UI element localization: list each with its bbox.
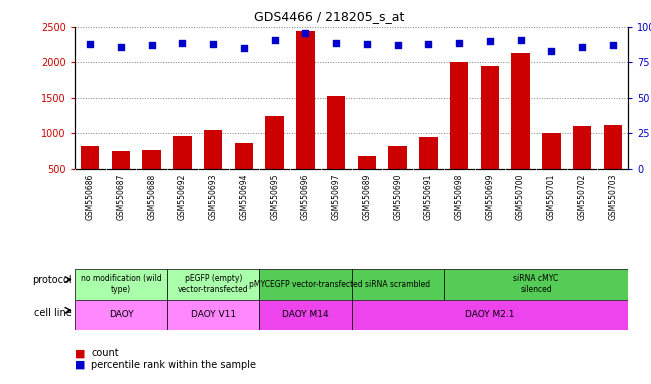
Text: GSM550688: GSM550688 [147, 174, 156, 220]
Bar [173, 136, 191, 204]
Point [208, 41, 219, 47]
Text: ■: ■ [75, 360, 85, 370]
Point [239, 45, 249, 51]
Bar [444, 269, 628, 300]
Text: DAOY V11: DAOY V11 [191, 310, 236, 319]
Bar [450, 62, 468, 204]
Text: ■: ■ [75, 348, 85, 358]
Point [607, 42, 618, 48]
Bar [167, 300, 259, 330]
Bar [327, 96, 346, 204]
Text: GSM550691: GSM550691 [424, 174, 433, 220]
Point [116, 44, 126, 50]
Point [484, 38, 495, 44]
Point [577, 44, 587, 50]
Text: count: count [91, 348, 118, 358]
Point [146, 42, 157, 48]
Point [85, 41, 96, 47]
Bar [389, 146, 407, 204]
Text: GSM550701: GSM550701 [547, 174, 556, 220]
Bar [480, 66, 499, 204]
Text: GSM550692: GSM550692 [178, 174, 187, 220]
Point [270, 36, 280, 43]
Text: cell line: cell line [34, 308, 72, 318]
Bar [296, 31, 314, 204]
Text: DAOY: DAOY [109, 310, 133, 319]
Point [300, 30, 311, 36]
Text: DAOY M14: DAOY M14 [282, 310, 329, 319]
Bar [266, 116, 284, 204]
Bar [259, 300, 352, 330]
Bar [75, 269, 167, 300]
Text: siRNA scrambled: siRNA scrambled [365, 280, 430, 289]
Text: siRNA cMYC
silenced: siRNA cMYC silenced [514, 275, 559, 294]
Bar [603, 125, 622, 204]
Bar [512, 53, 530, 204]
Bar [352, 269, 444, 300]
Bar [81, 146, 100, 204]
Bar [167, 269, 259, 300]
Bar [75, 300, 167, 330]
Point [546, 48, 557, 54]
Bar [357, 156, 376, 204]
Text: GSM550686: GSM550686 [86, 174, 95, 220]
Text: pMYCEGFP vector-transfected: pMYCEGFP vector-transfected [249, 280, 362, 289]
Text: GSM550687: GSM550687 [117, 174, 126, 220]
Text: pEGFP (empty)
vector-transfected: pEGFP (empty) vector-transfected [178, 275, 249, 294]
Text: GDS4466 / 218205_s_at: GDS4466 / 218205_s_at [254, 10, 404, 23]
Bar [542, 133, 561, 204]
Point [393, 42, 403, 48]
Point [331, 40, 341, 46]
Text: DAOY M2.1: DAOY M2.1 [465, 310, 515, 319]
Text: GSM550702: GSM550702 [577, 174, 587, 220]
Point [177, 40, 187, 46]
Point [454, 40, 464, 46]
Text: GSM550699: GSM550699 [486, 174, 494, 220]
Text: GSM550700: GSM550700 [516, 174, 525, 220]
Bar [143, 151, 161, 204]
Text: protocol: protocol [32, 275, 72, 285]
Bar [259, 269, 352, 300]
Text: GSM550693: GSM550693 [209, 174, 217, 220]
Text: GSM550696: GSM550696 [301, 174, 310, 220]
Bar [352, 300, 628, 330]
Bar [419, 137, 437, 204]
Bar [235, 143, 253, 204]
Bar [573, 126, 591, 204]
Text: GSM550690: GSM550690 [393, 174, 402, 220]
Bar [112, 151, 130, 204]
Text: percentile rank within the sample: percentile rank within the sample [91, 360, 256, 370]
Text: GSM550689: GSM550689 [363, 174, 372, 220]
Bar [204, 130, 223, 204]
Point [516, 36, 526, 43]
Text: GSM550695: GSM550695 [270, 174, 279, 220]
Text: GSM550703: GSM550703 [608, 174, 617, 220]
Point [362, 41, 372, 47]
Text: GSM550698: GSM550698 [454, 174, 464, 220]
Text: GSM550694: GSM550694 [240, 174, 249, 220]
Text: no modification (wild
type): no modification (wild type) [81, 275, 161, 294]
Point [423, 41, 434, 47]
Text: GSM550697: GSM550697 [331, 174, 340, 220]
